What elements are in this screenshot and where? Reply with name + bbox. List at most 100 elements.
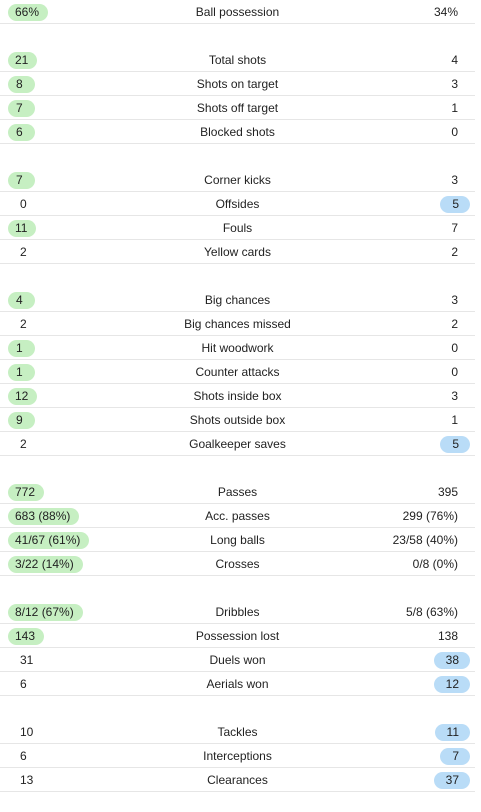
away-value: 0/8 (0%) <box>412 557 458 571</box>
stat-row: Crosses 3/22 (14%) 0/8 (0%) <box>0 552 475 576</box>
away-value: 299 (76%) <box>402 509 458 523</box>
home-value: 12 <box>8 388 38 405</box>
stat-label: Shots off target <box>196 101 279 115</box>
home-value: 7 <box>8 100 35 117</box>
home-value: 6 <box>8 124 35 141</box>
away-value: 3 <box>451 173 458 187</box>
home-value: 2 <box>20 437 27 451</box>
away-value: 0 <box>451 365 458 379</box>
stat-label: Fouls <box>222 221 253 235</box>
home-value: 4 <box>8 292 35 309</box>
away-value: 5 <box>440 436 470 453</box>
stat-row: Shots off target 7 1 <box>0 96 475 120</box>
away-value: 3 <box>451 77 458 91</box>
stat-label: Corner kicks <box>204 173 271 187</box>
stat-label: Crosses <box>215 557 260 571</box>
away-value: 11 <box>434 724 470 741</box>
home-value: 31 <box>20 653 34 667</box>
home-value: 7 <box>8 172 35 189</box>
home-value: 8 <box>8 76 35 93</box>
stat-label: Possession lost <box>195 629 280 643</box>
stat-row: Clearances 13 37 <box>0 768 475 792</box>
group-spacer <box>0 456 475 480</box>
away-value: 23/58 (40%) <box>392 533 458 547</box>
stat-label: Long balls <box>210 533 265 547</box>
stat-row: Hit woodwork 1 0 <box>0 336 475 360</box>
away-value: 1 <box>451 413 458 427</box>
home-value: 13 <box>20 773 34 787</box>
stat-row: Blocked shots 6 0 <box>0 120 475 144</box>
away-value: 7 <box>440 748 470 765</box>
stat-row: Interceptions 6 7 <box>0 744 475 768</box>
stat-row: Passes 772 395 <box>0 480 475 504</box>
stat-label: Clearances <box>207 773 268 787</box>
home-value: 2 <box>20 245 27 259</box>
away-value: 2 <box>451 317 458 331</box>
home-value: 41/67 (61%) <box>8 532 90 549</box>
away-value: 4 <box>451 53 458 67</box>
away-value: 138 <box>437 629 458 643</box>
stat-label: Shots inside box <box>193 389 282 403</box>
stat-row: Acc. passes 683 (88%) 299 (76%) <box>0 504 475 528</box>
home-value: 6 <box>20 749 27 763</box>
group-spacer <box>0 696 475 720</box>
stat-row: Offsides 0 5 <box>0 192 475 216</box>
away-value: 5 <box>440 196 470 213</box>
away-value: 38 <box>433 652 470 669</box>
stat-row: Duels won 31 38 <box>0 648 475 672</box>
stat-row: Big chances missed 2 2 <box>0 312 475 336</box>
stat-label: Hit woodwork <box>201 341 274 355</box>
stat-label: Shots on target <box>196 77 279 91</box>
match-statistics-list: Ball possession 66% 34% Total shots 21 4 Shots… <box>0 0 475 792</box>
stat-row: Aerials won 6 12 <box>0 672 475 696</box>
stat-label: Total shots <box>208 53 267 67</box>
stat-row: Long balls 41/67 (61%) 23/58 (40%) <box>0 528 475 552</box>
stat-row: Fouls 11 7 <box>0 216 475 240</box>
away-value: 7 <box>451 221 458 235</box>
away-value: 1 <box>451 101 458 115</box>
stat-label: Goalkeeper saves <box>189 437 286 451</box>
stat-label: Yellow cards <box>204 245 271 259</box>
home-value: 1 <box>8 340 35 357</box>
stat-row: Ball possession 66% 34% <box>0 0 475 24</box>
home-value: 10 <box>20 725 34 739</box>
stat-row: Big chances 4 3 <box>0 288 475 312</box>
away-value: 12 <box>433 676 470 693</box>
home-value: 1 <box>8 364 35 381</box>
home-value: 9 <box>8 412 35 429</box>
group-spacer <box>0 24 475 48</box>
stat-label: Ball possession <box>195 5 280 19</box>
group-spacer <box>0 264 475 288</box>
away-value: 37 <box>433 772 470 789</box>
home-value: 683 (88%) <box>8 508 80 525</box>
away-value: 3 <box>451 293 458 307</box>
stat-row: Yellow cards 2 2 <box>0 240 475 264</box>
away-value: 2 <box>451 245 458 259</box>
stat-label: Acc. passes <box>205 509 270 523</box>
away-value: 0 <box>451 125 458 139</box>
stat-row: Counter attacks 1 0 <box>0 360 475 384</box>
home-value: 3/22 (14%) <box>8 556 83 573</box>
away-value: 34% <box>433 5 458 19</box>
stat-row: Dribbles 8/12 (67%) 5/8 (63%) <box>0 600 475 624</box>
home-value: 6 <box>20 677 27 691</box>
stat-label: Big chances <box>204 293 271 307</box>
stat-label: Aerials won <box>206 677 269 691</box>
stat-row: Total shots 21 4 <box>0 48 475 72</box>
group-spacer <box>0 576 475 600</box>
home-value: 8/12 (67%) <box>8 604 83 621</box>
stat-label: Shots outside box <box>189 413 286 427</box>
stat-row: Shots on target 8 3 <box>0 72 475 96</box>
away-value: 0 <box>451 341 458 355</box>
stat-row: Shots inside box 12 3 <box>0 384 475 408</box>
home-value: 21 <box>8 52 38 69</box>
stat-row: Goalkeeper saves 2 5 <box>0 432 475 456</box>
home-value: 11 <box>8 220 37 237</box>
stat-label: Tackles <box>217 725 258 739</box>
home-value: 2 <box>20 317 27 331</box>
stat-row: Corner kicks 7 3 <box>0 168 475 192</box>
home-value: 772 <box>8 484 45 501</box>
away-value: 3 <box>451 389 458 403</box>
home-value: 143 <box>8 628 45 645</box>
stat-label: Counter attacks <box>195 365 280 379</box>
